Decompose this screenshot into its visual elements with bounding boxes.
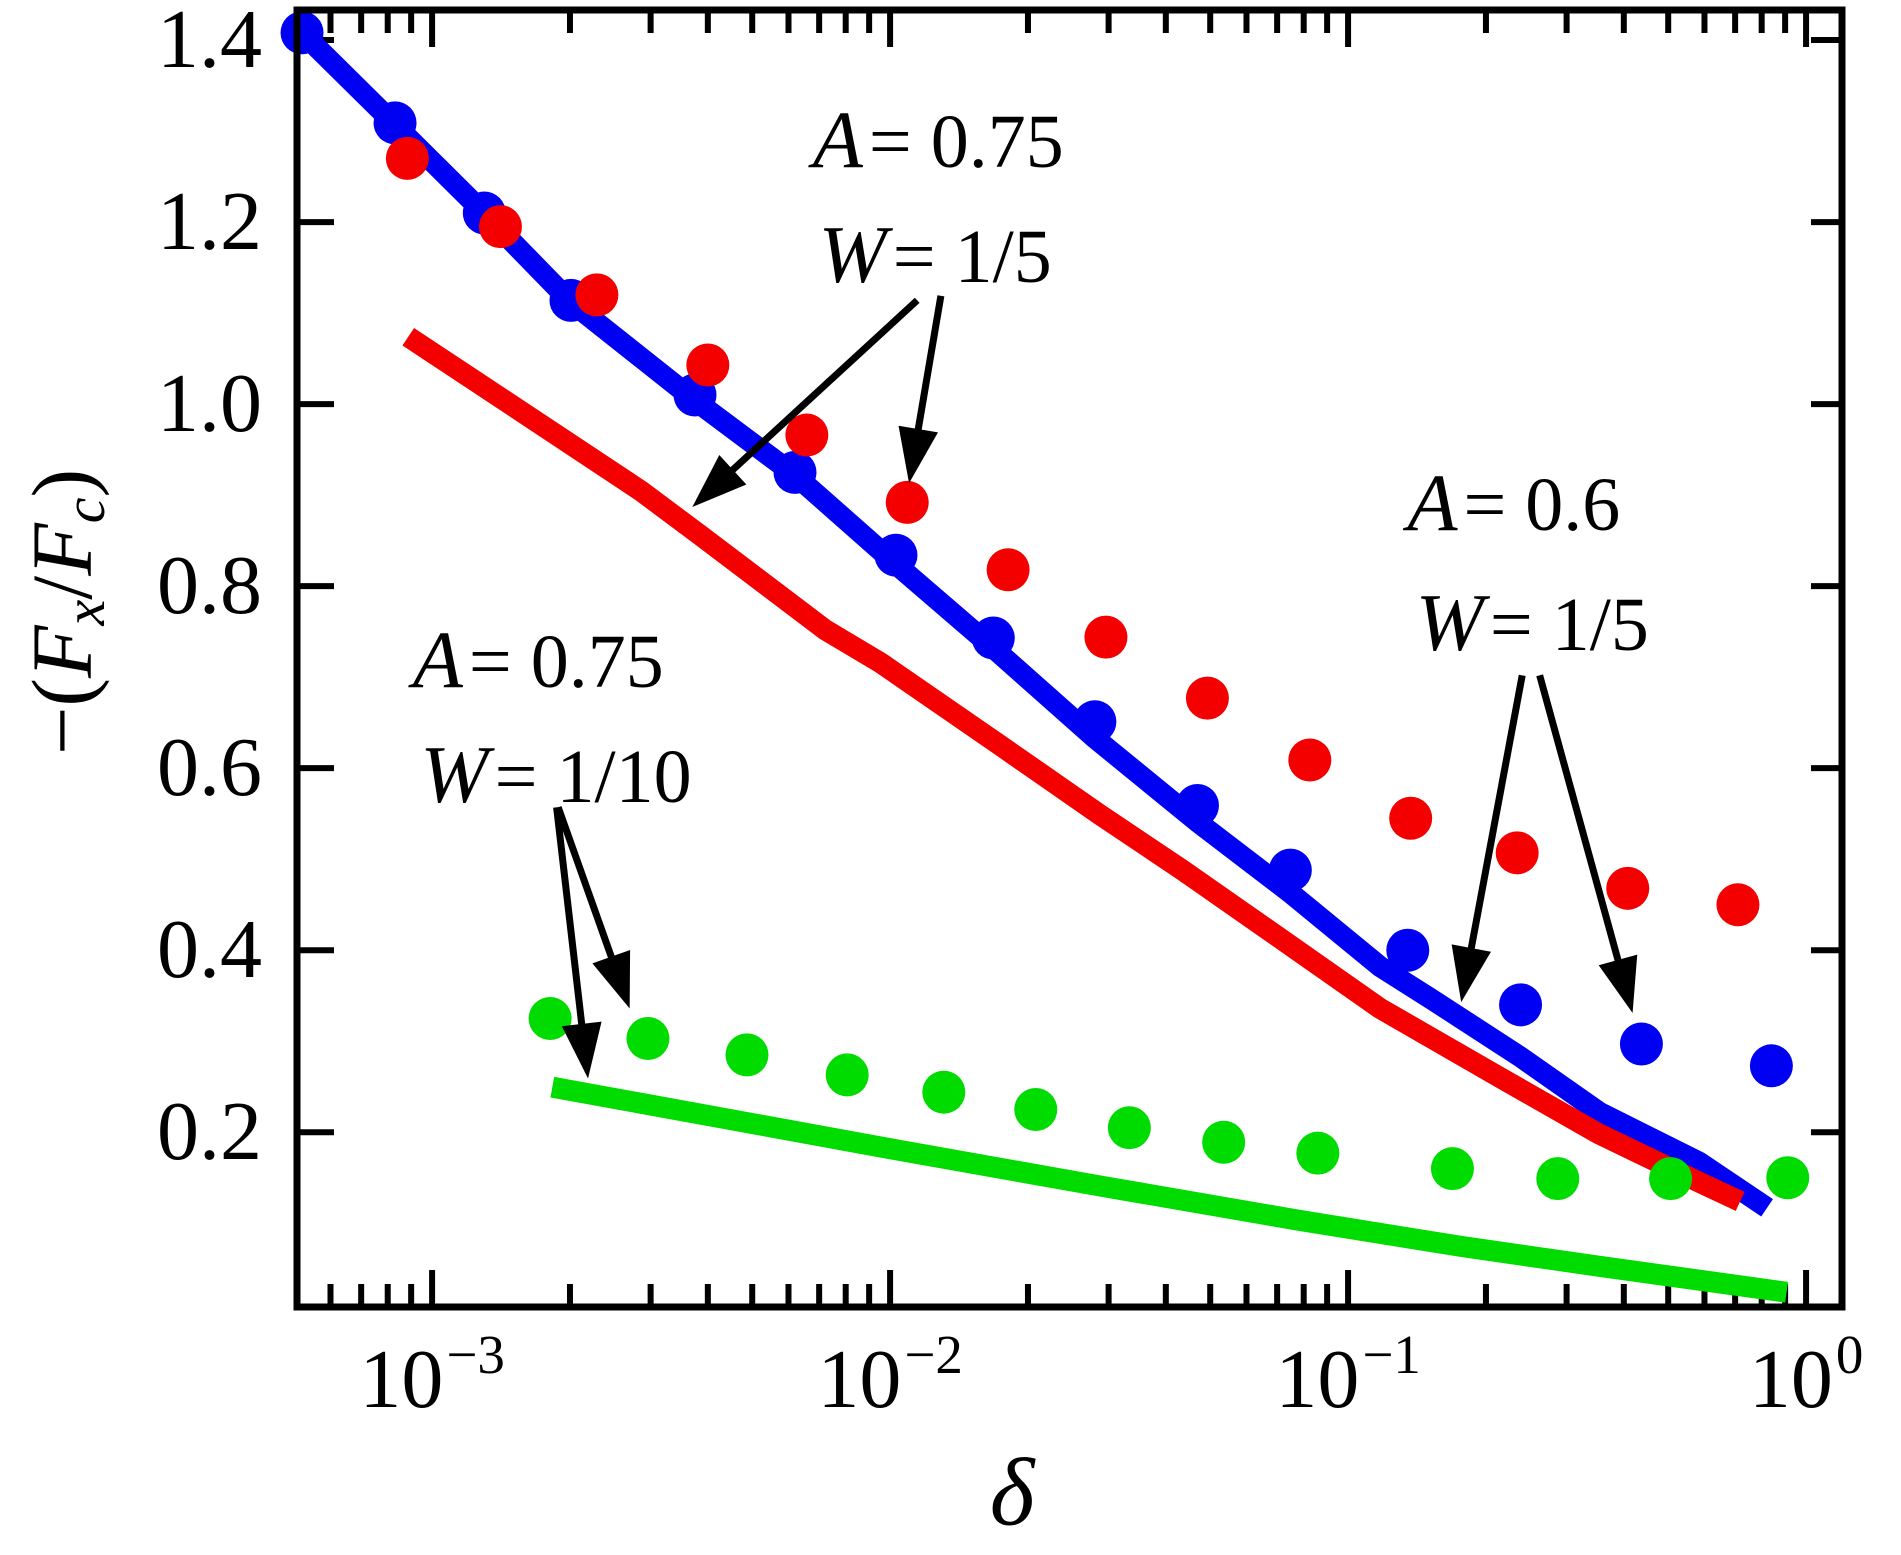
annotation-arrow-shaft [718, 297, 920, 484]
plot-border [293, 6, 1846, 1311]
green-dot [626, 1016, 670, 1060]
green-dot [1014, 1087, 1058, 1131]
y-title-f1: F [14, 625, 110, 678]
ann-green-series-label: A= 0.75 [413, 613, 664, 707]
y-tick-label: 0.2 [157, 1085, 262, 1179]
green-dot [1649, 1157, 1693, 1201]
green-line [550, 1076, 1789, 1303]
data-layer [280, 11, 1810, 1303]
y-title-f2: F [14, 523, 110, 576]
red-dot [478, 205, 522, 249]
green-dot [1430, 1147, 1474, 1191]
red-dot [1389, 796, 1433, 840]
annotation-value: = 1/5 [892, 214, 1052, 299]
script-letter: W [818, 208, 887, 300]
script-letter: W [420, 729, 489, 821]
green-dot [1296, 1131, 1340, 1175]
annotation-arrowhead [898, 425, 938, 484]
x-tick-label: 100 [1749, 1327, 1864, 1422]
x-tick-exponent: 0 [1835, 1323, 1864, 1385]
green-dot [725, 1033, 769, 1077]
red-dot [686, 343, 730, 387]
blue-dot [1499, 983, 1543, 1027]
ann-green-series-label: W= 1/10 [420, 728, 691, 822]
x-tick-exponent: −1 [1362, 1323, 1421, 1385]
y-tick-label: 1.0 [157, 357, 262, 451]
annotation-value: = 1/10 [494, 735, 692, 820]
y-title-sub2: c [51, 497, 117, 524]
annotation-arrow-shaft [1536, 674, 1626, 977]
red-dot [1288, 738, 1332, 782]
annotation-arrowhead [1598, 954, 1638, 1014]
annotation-value: = 0.75 [868, 100, 1064, 185]
x-tick-exponent: −3 [446, 1323, 505, 1385]
x-tick-base: 10 [359, 1333, 444, 1426]
axis-ticks [300, 13, 1839, 1304]
x-tick-base: 10 [817, 1333, 902, 1426]
red-dot [575, 273, 619, 317]
red-dot [385, 136, 429, 180]
red-dot [1606, 866, 1650, 910]
annotation-arrowhead [692, 455, 747, 507]
red-dot [785, 413, 829, 457]
blue-dot [1619, 1022, 1663, 1066]
green-dot [1536, 1157, 1580, 1201]
script-letter: W [1415, 576, 1484, 668]
x-axis-title: δ [989, 1438, 1035, 1546]
green-dot [1202, 1120, 1246, 1164]
x-tick-base: 10 [1275, 1333, 1360, 1426]
annotation-arrowhead [561, 1021, 602, 1079]
green-dot [1766, 1156, 1810, 1200]
red-dot [1084, 615, 1128, 659]
annotation-value: = 0.75 [468, 619, 664, 704]
x-tick-label: 10−2 [817, 1327, 963, 1422]
blue-dot [1386, 928, 1430, 972]
script-letter: A [812, 94, 863, 186]
annotation-arrowhead [1451, 944, 1491, 1003]
green-dot [922, 1070, 966, 1114]
ann-blue-series-label: A= 0.6 [1407, 456, 1620, 550]
y-title-close: ) [14, 468, 110, 498]
script-letter: A [1407, 457, 1458, 549]
y-tick-label: 1.4 [157, 0, 262, 87]
annotation-arrowhead [592, 949, 631, 1009]
y-title-sub1: x [51, 599, 117, 626]
y-title-slash: / [14, 575, 110, 600]
red-dot [986, 548, 1030, 592]
axes-box [293, 6, 1846, 1311]
annotation-arrow-shaft [912, 295, 945, 446]
red-line [402, 327, 1745, 1211]
y-tick-label: 0.4 [157, 903, 262, 997]
blue-dot [1749, 1044, 1793, 1088]
ann-red-series-label: W= 1/5 [818, 208, 1051, 302]
annotation-arrow-shaft [554, 806, 621, 974]
blue-line [294, 25, 1773, 1217]
annotation-value: = 1/5 [1489, 582, 1649, 667]
x-tick-exponent: −2 [904, 1323, 963, 1385]
green-dot [1107, 1106, 1151, 1150]
y-tick-label: 1.2 [157, 175, 262, 269]
red-dot [1495, 831, 1539, 875]
red-dot [1716, 883, 1760, 927]
red-dot [885, 480, 929, 524]
x-tick-label: 10−3 [359, 1327, 505, 1422]
y-title-open: −( [14, 678, 110, 756]
annotation-arrow-shaft [553, 806, 588, 1041]
ann-red-series-label: A= 0.75 [813, 93, 1064, 187]
y-tick-label: 0.6 [157, 721, 262, 815]
annotation-arrows [553, 295, 1638, 1079]
script-letter: A [412, 613, 463, 705]
y-axis-title: −(Fx/Fc) [12, 468, 117, 756]
red-dot [1185, 676, 1229, 720]
green-dot [825, 1053, 869, 1097]
annotation-value: = 0.6 [1463, 463, 1621, 548]
green-dot [528, 996, 572, 1040]
x-tick-base: 10 [1748, 1333, 1833, 1426]
x-tick-label: 10−1 [1275, 1327, 1421, 1422]
ann-blue-series-label: W= 1/5 [1416, 576, 1649, 670]
annotation-arrow-shaft [1464, 674, 1526, 965]
y-tick-label: 0.8 [157, 539, 262, 633]
